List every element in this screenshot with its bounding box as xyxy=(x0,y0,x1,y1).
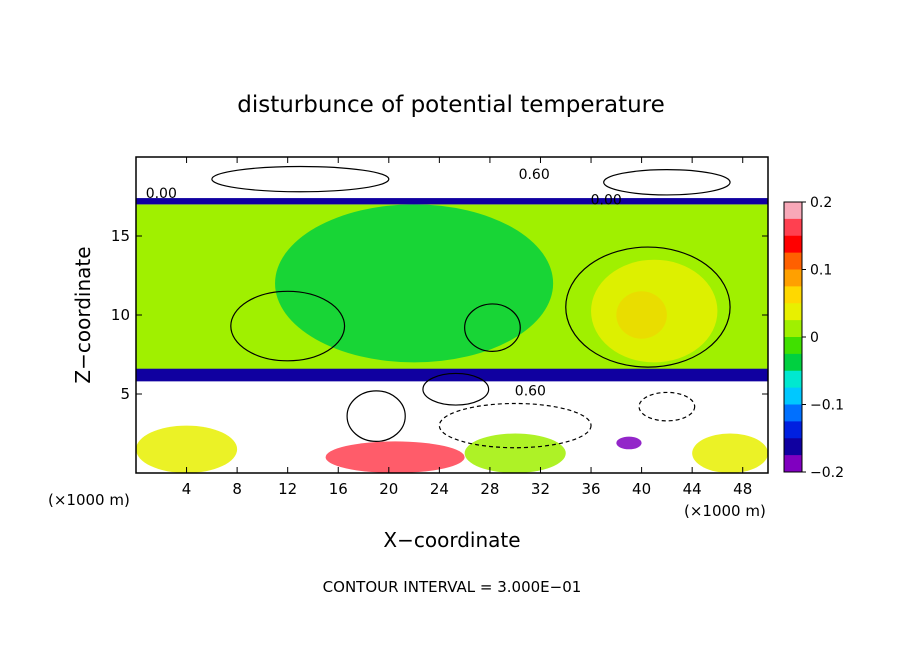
x-tick-label: 48 xyxy=(733,480,752,498)
contour-label: 0.00 xyxy=(591,192,622,208)
x-tick-label: 32 xyxy=(531,480,550,498)
field-cell xyxy=(325,441,465,473)
colorbar-swatch xyxy=(784,438,802,456)
colorbar-swatch xyxy=(784,252,802,270)
colorbar-swatch xyxy=(784,235,802,254)
colorbar-swatch xyxy=(784,404,802,422)
contour-label: 0.60 xyxy=(515,384,546,400)
colorbar-tick-label: 0.1 xyxy=(810,263,832,279)
x-tick-label: 28 xyxy=(480,480,499,498)
colorbar-swatch xyxy=(784,337,802,355)
contour-line xyxy=(638,391,696,422)
colorbar-swatch xyxy=(784,218,802,237)
contour-label: 0.60 xyxy=(519,167,550,183)
colorbar-tick-label: −0.2 xyxy=(810,465,844,481)
y-tick-label: 15 xyxy=(111,227,130,245)
field-cell xyxy=(692,433,768,473)
contour-line xyxy=(422,372,490,406)
y-axis: 5 10 15 xyxy=(111,227,768,403)
x-axis-label: X−coordinate xyxy=(383,528,520,552)
contour-line xyxy=(603,169,731,196)
field-cell xyxy=(464,433,566,473)
field-cell xyxy=(591,259,718,363)
field-cell xyxy=(616,436,642,450)
y-tick-label: 5 xyxy=(120,385,130,403)
contour-label-layer: 0.00 0.60 0.00 0.60 xyxy=(146,167,622,399)
colorbar-swatch xyxy=(784,387,802,405)
x-tick-label: 24 xyxy=(430,480,449,498)
y-tick-label: 10 xyxy=(111,306,130,324)
colorbar-swatch xyxy=(784,370,802,389)
x-tick-label: 44 xyxy=(683,480,702,498)
colorbar-swatch xyxy=(784,303,802,321)
y-axis-label: Z−coordinate xyxy=(71,246,95,383)
x-tick-label: 36 xyxy=(581,480,600,498)
colorbar-swatch xyxy=(784,455,802,473)
colorbar-tick-label: 0 xyxy=(810,330,819,346)
x-tick-label: 40 xyxy=(632,480,651,498)
field-cell xyxy=(136,368,768,382)
field-cell xyxy=(275,204,554,363)
colorbar-swatch xyxy=(784,286,802,304)
colorbar-swatch xyxy=(784,320,802,338)
x-tick-label: 16 xyxy=(329,480,348,498)
x-axis: 4 8 12 16 20 24 28 32 36 40 44 48 xyxy=(182,157,752,498)
colorbar: 0.2 0.1 0 −0.1 −0.2 xyxy=(783,195,844,481)
colorbar-swatch xyxy=(784,421,802,439)
x-tick-label: 12 xyxy=(278,480,297,498)
colorbar-swatch xyxy=(784,269,802,287)
colorbar-tick-label: 0.2 xyxy=(810,195,832,211)
contour-line xyxy=(211,165,390,193)
contour-line xyxy=(438,402,592,449)
colorbar-swatch xyxy=(784,353,802,372)
x-tick-label: 8 xyxy=(232,480,242,498)
contour-interval-note: CONTOUR INTERVAL = 3.000E−01 xyxy=(323,578,582,596)
x-tick-label: 4 xyxy=(182,480,192,498)
contour-line xyxy=(565,246,731,368)
colorbar-tick-label: −0.1 xyxy=(810,398,844,414)
chart-title: disturbunce of potential temperature xyxy=(237,92,665,118)
colorbar-swatch xyxy=(784,202,802,220)
contour-line xyxy=(230,290,346,362)
contour-line xyxy=(464,303,521,352)
x-unit-right: (×1000 m) xyxy=(684,502,766,520)
contour-line xyxy=(346,390,406,442)
x-unit-left: (×1000 m) xyxy=(48,491,130,509)
field-cell xyxy=(136,198,768,205)
field-cell xyxy=(136,425,238,473)
contour-label: 0.00 xyxy=(146,186,177,202)
x-tick-label: 20 xyxy=(379,480,398,498)
field-layer xyxy=(136,198,768,473)
contour-layer xyxy=(211,165,731,449)
